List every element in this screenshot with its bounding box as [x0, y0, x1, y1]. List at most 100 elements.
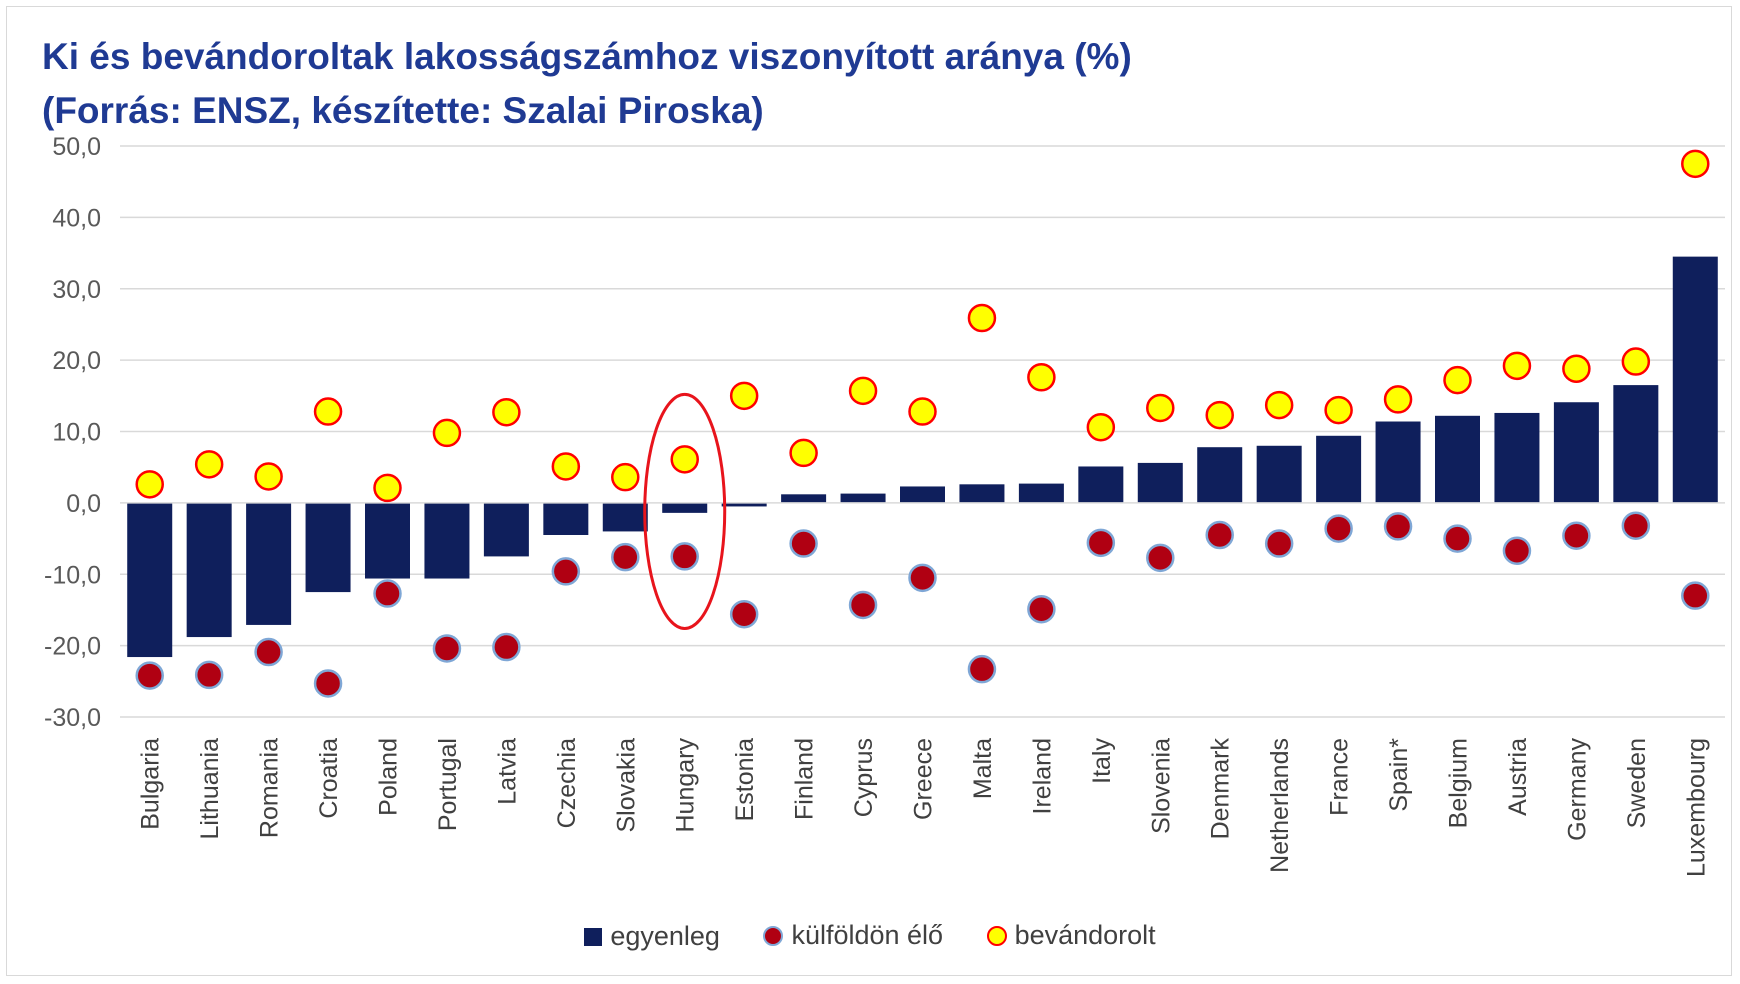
balance-bar — [127, 502, 173, 658]
x-category-label: Slovenia — [1147, 738, 1175, 834]
balance-bar — [1435, 415, 1480, 503]
x-category-label: Netherlands — [1266, 738, 1294, 873]
balance-bar — [483, 502, 529, 557]
immigrant-dot — [1205, 400, 1234, 430]
immigrant-dot — [1502, 351, 1532, 381]
emigrant-dot — [194, 660, 224, 690]
chart-title: Ki és bevándoroltak lakosságszámhoz visz… — [42, 30, 1132, 138]
immigrant-dot — [1324, 395, 1353, 425]
emigrant-dot — [908, 563, 937, 593]
x-category-label: Hungary — [672, 738, 700, 833]
y-tick-label: 40,0 — [52, 204, 101, 232]
y-tick-label: -10,0 — [44, 561, 101, 589]
emigrant-dot — [313, 669, 343, 698]
legend-immigrants-swatch — [986, 925, 1007, 946]
x-category-label: Spain* — [1385, 738, 1413, 812]
balance-bar — [1375, 421, 1421, 503]
balance-bar — [781, 494, 827, 503]
emigrant-dot — [1383, 512, 1413, 541]
emigrant-dot — [432, 634, 462, 663]
x-category-label: Germany — [1563, 738, 1591, 841]
y-tick-label: 20,0 — [52, 347, 101, 375]
chart-subtitle: (Forrás: ENSZ, készítette: Szalai Pirosk… — [42, 90, 764, 131]
emigrant-dot — [1264, 529, 1294, 558]
x-category-label: Italy — [1088, 738, 1116, 784]
emigrant-dot — [1562, 521, 1591, 550]
emigrant-dot — [135, 661, 164, 690]
legend-item-immigrants: bevándorolt — [986, 920, 1156, 951]
emigrant-dot — [1086, 528, 1116, 558]
emigrant-dot — [789, 529, 818, 558]
balance-bar — [186, 502, 232, 638]
balance-bar — [1553, 402, 1599, 503]
legend-immigrants-label: bevándorolt — [1014, 920, 1156, 950]
y-tick-label: -30,0 — [44, 704, 101, 732]
x-category-label: Lithuania — [196, 738, 224, 840]
balance-bar — [246, 502, 292, 625]
balance-bar — [1672, 256, 1718, 503]
x-category-label: Austria — [1504, 738, 1532, 816]
hungary-highlight-ellipse — [643, 392, 727, 630]
emigrant-dot — [670, 542, 699, 571]
immigrant-dot — [492, 397, 521, 427]
gridlines — [120, 145, 1725, 718]
balance-bar — [662, 502, 708, 513]
balance-bar — [1018, 483, 1064, 503]
emigrant-dot — [1027, 594, 1056, 624]
emigrant-dot — [254, 637, 283, 667]
balance-bar — [1137, 462, 1183, 503]
emigrant-dot — [1324, 514, 1353, 543]
balance-bar — [900, 486, 945, 503]
immigrant-dot — [254, 462, 283, 491]
y-tick-label: 10,0 — [52, 419, 101, 447]
x-category-label: Czechia — [553, 738, 581, 828]
legend-emigrants-swatch — [763, 925, 784, 946]
immigrant-dot — [432, 418, 462, 448]
balance-bar — [1316, 435, 1362, 503]
y-tick-label: 0,0 — [66, 490, 101, 518]
immigrant-dot — [1086, 412, 1116, 442]
x-category-label: Denmark — [1207, 738, 1235, 840]
balance-bar — [1197, 447, 1243, 503]
chart-title-line-1: Ki és bevándoroltak lakosságszámhoz visz… — [42, 36, 1132, 77]
immigrant-dot — [135, 470, 164, 499]
legend-balance-label: egyenleg — [610, 921, 720, 951]
emigrant-dot — [1146, 543, 1175, 573]
emigrant-dot — [1621, 511, 1651, 540]
immigrant-dot — [789, 438, 818, 468]
x-category-label: Romania — [256, 738, 284, 838]
immigrant-dot — [1681, 149, 1710, 179]
balance-bar — [1078, 466, 1124, 503]
emigrant-dot — [848, 590, 878, 620]
balance-bar — [1494, 412, 1540, 503]
emigrant-dot — [492, 632, 521, 662]
balance-bar — [602, 502, 648, 532]
balance-bar — [1613, 385, 1659, 503]
x-category-label: Finland — [791, 738, 819, 820]
balance-bar — [1256, 445, 1302, 503]
immigrant-dot — [1146, 393, 1175, 423]
y-axis-ticks: 50,0 40,0 30,0 20,0 10,0 0,0 -10,0 -20,0 -30,0 — [44, 133, 101, 732]
balance-bar — [840, 493, 886, 503]
emigrant-dot — [551, 557, 581, 586]
balance-bar — [721, 502, 767, 507]
chart-frame — [6, 6, 1732, 976]
immigrant-dot — [967, 303, 997, 333]
immigrant-dot — [1264, 390, 1294, 420]
x-category-label: Belgium — [1445, 738, 1473, 828]
emigrant-dot — [729, 599, 759, 629]
immigrant-dot — [1562, 354, 1591, 383]
x-category-label: Slovakia — [612, 738, 640, 833]
immigrant-dots — [135, 149, 1710, 503]
emigrant-dot — [611, 542, 640, 572]
emigrant-dot — [1502, 536, 1532, 565]
y-tick-label: -20,0 — [44, 633, 101, 661]
balance-bar — [305, 502, 351, 593]
chart-legend: egyenleg külföldön élő bevándorolt — [0, 920, 1740, 953]
x-category-label: Portugal — [434, 738, 462, 831]
immigrant-dot — [729, 381, 759, 411]
emigrant-dot — [373, 579, 402, 608]
x-category-label: Poland — [375, 738, 403, 816]
x-category-label: Estonia — [731, 738, 759, 821]
